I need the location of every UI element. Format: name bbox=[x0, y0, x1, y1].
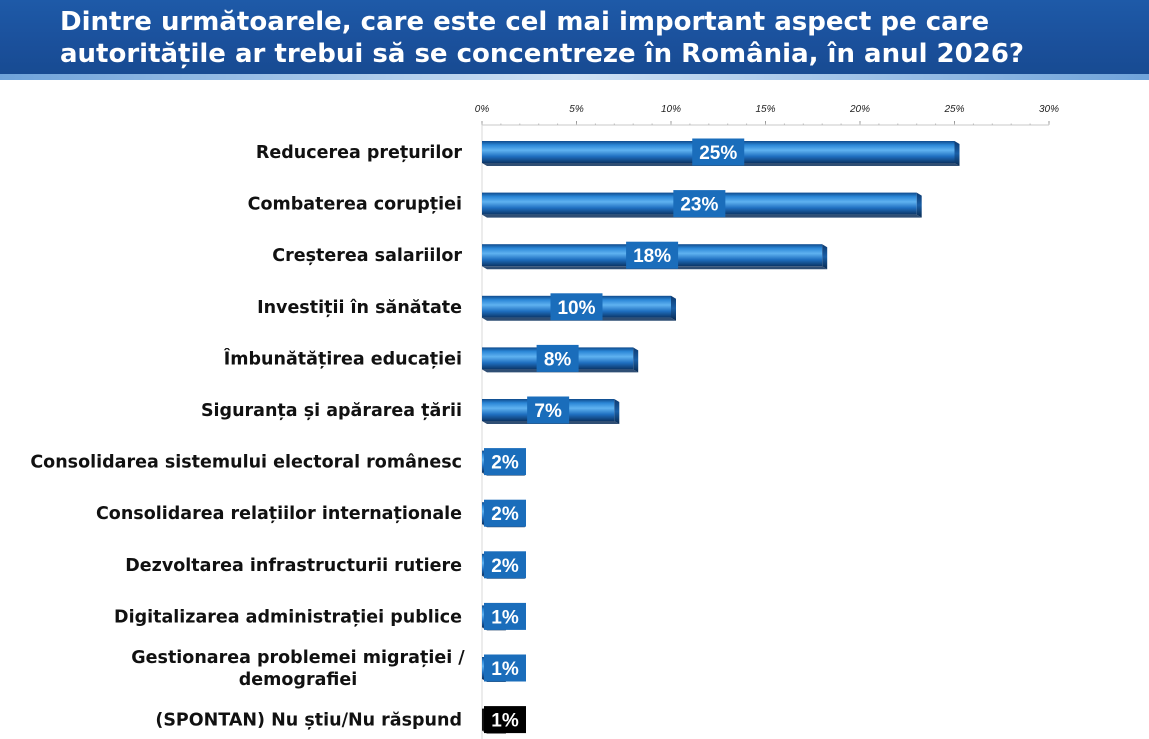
category-label: Consolidarea sistemului electoral române… bbox=[30, 453, 462, 473]
x-tick-label: 10% bbox=[661, 104, 681, 115]
data-label-box bbox=[484, 551, 526, 579]
bar-chart: 0% 5% 10% 15% 20% 25% 30% 25% 23% 18% 10% 8% 7% 2% 2%… bbox=[30, 104, 1059, 739]
category-label: Reducerea prețurilor bbox=[256, 143, 462, 163]
data-label: 23% bbox=[680, 195, 718, 216]
category-label: Consolidarea relațiilor internaționale bbox=[96, 504, 462, 524]
x-tick-label: 5% bbox=[569, 104, 584, 115]
data-label: 1% bbox=[491, 607, 519, 628]
data-label-box bbox=[484, 654, 526, 682]
category-label: Gestionarea problemei migrației / bbox=[131, 648, 465, 668]
data-label: 2% bbox=[491, 453, 519, 474]
category-label: Dezvoltarea infrastructurii rutiere bbox=[125, 556, 462, 576]
data-label: 7% bbox=[534, 401, 562, 422]
data-label: 1% bbox=[491, 711, 519, 732]
bar-end-cap bbox=[954, 141, 960, 166]
bar-end-cap bbox=[916, 192, 922, 218]
data-label: 8% bbox=[544, 349, 572, 370]
x-tick-label: 25% bbox=[943, 104, 964, 115]
x-tick-label: 0% bbox=[475, 104, 490, 115]
data-label: 2% bbox=[491, 556, 519, 577]
category-label: Combaterea corupției bbox=[248, 195, 462, 215]
category-label: demografiei bbox=[239, 670, 357, 690]
category-label: Digitalizarea administrației publice bbox=[114, 607, 462, 627]
data-label: 25% bbox=[699, 143, 737, 164]
x-tick-label: 15% bbox=[755, 104, 775, 115]
category-label: Îmbunătățirea educației bbox=[224, 347, 462, 369]
data-label-box bbox=[484, 602, 526, 630]
header-banner: Dintre următoarele, care este cel mai im… bbox=[0, 0, 1149, 80]
data-label: 10% bbox=[557, 298, 595, 319]
bar-end-cap bbox=[633, 347, 639, 373]
category-label: Investiții în sănătate bbox=[257, 298, 462, 318]
data-label-box bbox=[484, 499, 526, 527]
data-label-box bbox=[673, 190, 726, 218]
data-label-box bbox=[536, 344, 579, 372]
data-label-box bbox=[484, 448, 526, 476]
bar-end-cap bbox=[614, 399, 620, 424]
data-label: 1% bbox=[491, 659, 519, 680]
data-label: 18% bbox=[633, 246, 671, 267]
x-tick-label: 20% bbox=[849, 104, 870, 115]
data-label: 2% bbox=[491, 504, 519, 525]
data-label-box bbox=[692, 138, 745, 166]
data-label-box bbox=[626, 241, 679, 269]
category-label: Siguranța și apărarea țării bbox=[201, 401, 462, 421]
data-label-box bbox=[550, 293, 603, 321]
data-label-box bbox=[527, 396, 570, 424]
data-label-box bbox=[484, 706, 526, 734]
bar-end-cap bbox=[671, 295, 676, 321]
category-label: Creșterea salariilor bbox=[272, 246, 462, 266]
bar-end-cap bbox=[822, 244, 828, 270]
x-tick-label: 30% bbox=[1039, 104, 1059, 115]
chart-title: Dintre următoarele, care este cel mai im… bbox=[60, 7, 1024, 69]
category-label: (SPONTAN) Nu știu/Nu răspund bbox=[155, 711, 462, 731]
